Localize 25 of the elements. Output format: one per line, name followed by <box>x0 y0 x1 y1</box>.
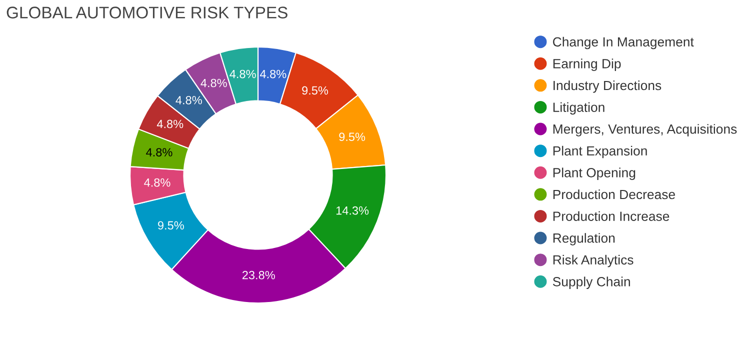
data-label: 23.8% <box>242 270 275 280</box>
legend-label: Change In Management <box>553 36 694 50</box>
legend-label: Litigation <box>553 102 604 115</box>
legend-label: Supply Chain <box>552 276 630 289</box>
legend-label: Mergers, Ventures, Acquisitions <box>553 124 737 136</box>
data-label: 4.8% <box>176 96 202 104</box>
data-label: 4.8% <box>144 178 170 187</box>
legend-label: Regulation <box>553 233 615 246</box>
data-label: 4.8% <box>156 120 184 128</box>
legend-label: Industry Directions <box>554 80 662 93</box>
data-label: 9.5% <box>158 221 184 230</box>
legend-label: Plant Opening <box>553 168 636 180</box>
chart-title: GLOBAL AUTOMOTIVE RISK TYPES <box>6 6 288 18</box>
data-label: 4.8% <box>230 70 256 78</box>
data-label: 9.5% <box>339 132 366 142</box>
legend-label: Plant Expansion <box>553 146 647 158</box>
legend-label: Risk Analytics <box>553 254 634 268</box>
data-label: 9.5% <box>302 86 328 95</box>
data-label: 4.8% <box>200 78 227 88</box>
legend-label: Earning Dip <box>553 58 621 71</box>
data-label: 14.3% <box>336 206 369 215</box>
legend-label: Production Decrease <box>553 189 675 200</box>
legend-label: Production Increase <box>553 211 670 221</box>
data-label: 4.8% <box>146 148 172 156</box>
data-label: 4.8% <box>260 70 286 78</box>
